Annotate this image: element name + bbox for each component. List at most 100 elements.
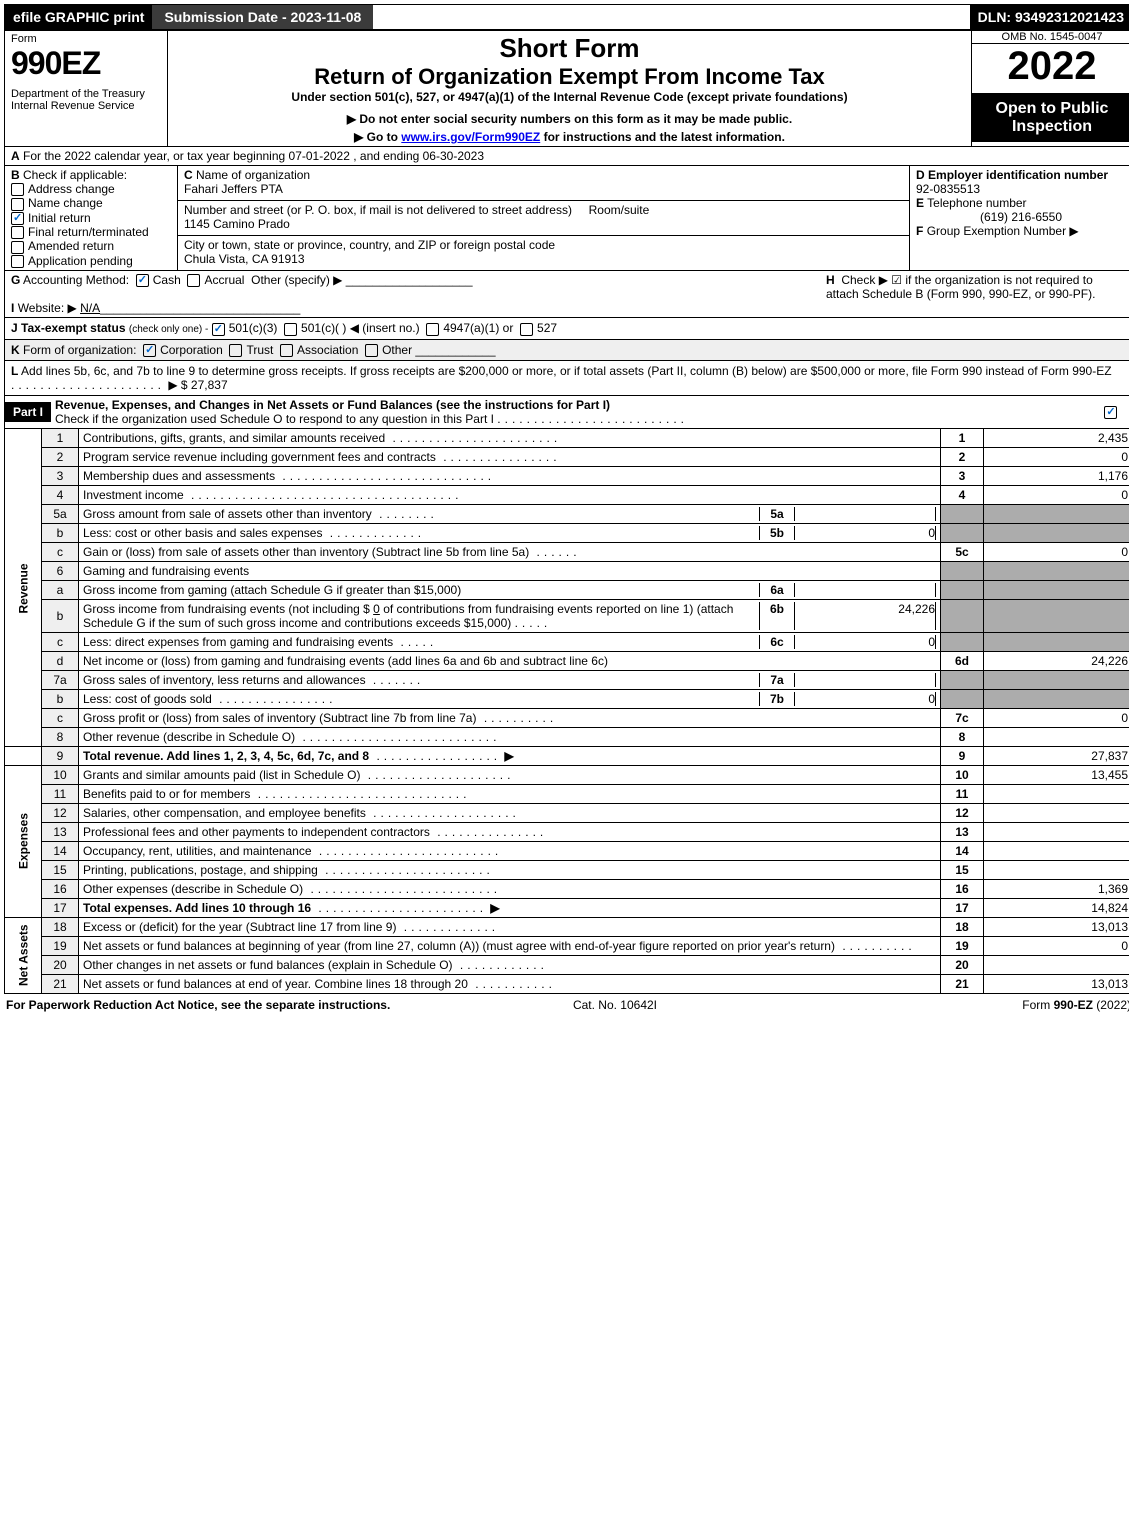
line-4-text: Investment income (83, 488, 184, 502)
final-return-checkbox[interactable] (11, 226, 24, 239)
schedule-b-check: Check ▶ ☑ if the organization is not req… (826, 273, 1095, 301)
do-not-enter-ssn: ▶ Do not enter social security numbers o… (174, 112, 965, 126)
part-i-header: Part I Revenue, Expenses, and Changes in… (4, 396, 1129, 429)
gross-receipts-text: Add lines 5b, 6c, and 7b to line 9 to de… (21, 364, 1112, 378)
line-6a-text: Gross income from gaming (attach Schedul… (83, 583, 461, 597)
line-6b-grey-amt (984, 599, 1129, 632)
line-8-num: 8 (42, 727, 79, 746)
schedule-o-check-text: Check if the organization used Schedule … (55, 412, 494, 426)
line-9-text: Total revenue. Add lines 1, 2, 3, 4, 5c,… (83, 749, 369, 763)
line-11-num: 11 (42, 784, 79, 803)
trust-checkbox[interactable] (229, 344, 242, 357)
line-6b-grey (941, 599, 984, 632)
assoc-label: Association (297, 343, 358, 357)
line-5b-grey (941, 523, 984, 542)
line-1-num: 1 (42, 429, 79, 448)
street-value: 1145 Camino Prado (184, 217, 290, 231)
line-9-amount: 27,837 (984, 746, 1129, 765)
line-7a-grey-amt (984, 670, 1129, 689)
form-number: 990EZ (11, 45, 161, 82)
line-19-amount: 0 (984, 936, 1129, 955)
501c3-checkbox[interactable] (212, 323, 225, 336)
form-word: Form (11, 33, 161, 45)
line-5a-grey (941, 504, 984, 523)
short-form-title: Short Form (174, 33, 965, 64)
accrual-label: Accrual (204, 273, 244, 287)
line-18-amount: 13,013 (984, 917, 1129, 936)
line-1-amount: 2,435 (984, 429, 1129, 448)
netassets-section-label: Net Assets (5, 917, 42, 993)
line-20-text: Other changes in net assets or fund bala… (83, 958, 453, 972)
ein-label: Employer identification number (928, 168, 1108, 182)
line-6c-text: Less: direct expenses from gaming and fu… (83, 635, 393, 649)
line-16-num: 16 (42, 879, 79, 898)
initial-return-checkbox[interactable] (11, 212, 24, 225)
form-of-org-label: Form of organization: (23, 343, 136, 357)
line-10-rnum: 10 (941, 765, 984, 784)
line-2-num: 2 (42, 447, 79, 466)
address-change-checkbox[interactable] (11, 183, 24, 196)
line-15-num: 15 (42, 860, 79, 879)
line-15-text: Printing, publications, postage, and shi… (83, 863, 318, 877)
cash-checkbox[interactable] (136, 274, 149, 287)
line-6c-num: c (42, 632, 79, 651)
501c3-label: 501(c)(3) (229, 321, 278, 335)
501c-checkbox[interactable] (284, 323, 297, 336)
line-7c-text: Gross profit or (loss) from sales of inv… (83, 711, 476, 725)
cat-no: Cat. No. 10642I (573, 998, 657, 1012)
schedule-o-checkbox[interactable] (1104, 406, 1117, 419)
line-5a-num: 5a (42, 504, 79, 523)
form-version: Form 990-EZ (2022) (1022, 998, 1129, 1012)
line-19-rnum: 19 (941, 936, 984, 955)
j-row: J Tax-exempt status (check only one) - 5… (4, 318, 1129, 339)
corp-checkbox[interactable] (143, 344, 156, 357)
gh-block: G Accounting Method: Cash Accrual Other … (4, 271, 1129, 318)
assoc-checkbox[interactable] (280, 344, 293, 357)
accrual-checkbox[interactable] (187, 274, 200, 287)
line-7a-grey (941, 670, 984, 689)
efile-print-button[interactable]: efile GRAPHIC print (5, 5, 152, 29)
line-8-amount (984, 727, 1129, 746)
application-pending-checkbox[interactable] (11, 255, 24, 268)
line-6-text: Gaming and fundraising events (79, 561, 941, 580)
line-5c-num: c (42, 542, 79, 561)
line-7c-num: c (42, 708, 79, 727)
ein-value: 92-0835513 (916, 182, 980, 196)
line-6c-sub: 6c (759, 635, 795, 649)
527-checkbox[interactable] (520, 323, 533, 336)
501c-label: 501(c)( ) ◀ (insert no.) (301, 321, 420, 335)
org-name-label: Name of organization (196, 168, 310, 182)
accounting-method-label: Accounting Method: (23, 273, 129, 287)
line-5b-num: b (42, 523, 79, 542)
line-6d-rnum: 6d (941, 651, 984, 670)
name-change-checkbox[interactable] (11, 198, 24, 211)
line-7b-grey-amt (984, 689, 1129, 708)
line-7b-grey (941, 689, 984, 708)
line-14-amount (984, 841, 1129, 860)
line-4-amount: 0 (984, 485, 1129, 504)
line-7a-subval (795, 673, 936, 687)
line-13-text: Professional fees and other payments to … (83, 825, 430, 839)
line-6b-text-1: Gross income from fundraising events (no… (83, 602, 370, 616)
amended-return-checkbox[interactable] (11, 241, 24, 254)
go-to-line: ▶ Go to www.irs.gov/Form990EZ for instru… (174, 130, 965, 144)
other-org-label: Other (382, 343, 412, 357)
cash-label: Cash (153, 273, 181, 287)
4947a1-checkbox[interactable] (426, 323, 439, 336)
line-6d-num: d (42, 651, 79, 670)
tax-exempt-label: Tax-exempt status (21, 321, 125, 335)
line-21-amount: 13,013 (984, 974, 1129, 993)
line-6d-amount: 24,226 (984, 651, 1129, 670)
line-10-text: Grants and similar amounts paid (list in… (83, 768, 360, 782)
other-org-checkbox[interactable] (365, 344, 378, 357)
line-5c-text: Gain or (loss) from sale of assets other… (83, 545, 529, 559)
4947a1-label: 4947(a)(1) or (443, 321, 513, 335)
other-specify-label: Other (specify) ▶ (251, 273, 342, 287)
line-18-rnum: 18 (941, 917, 984, 936)
website-label: Website: ▶ (18, 301, 77, 315)
line-5c-amount: 0 (984, 542, 1129, 561)
irs-link[interactable]: www.irs.gov/Form990EZ (401, 130, 540, 144)
line-11-amount (984, 784, 1129, 803)
go-to-post: for instructions and the latest informat… (540, 130, 785, 144)
line-9-rnum: 9 (941, 746, 984, 765)
